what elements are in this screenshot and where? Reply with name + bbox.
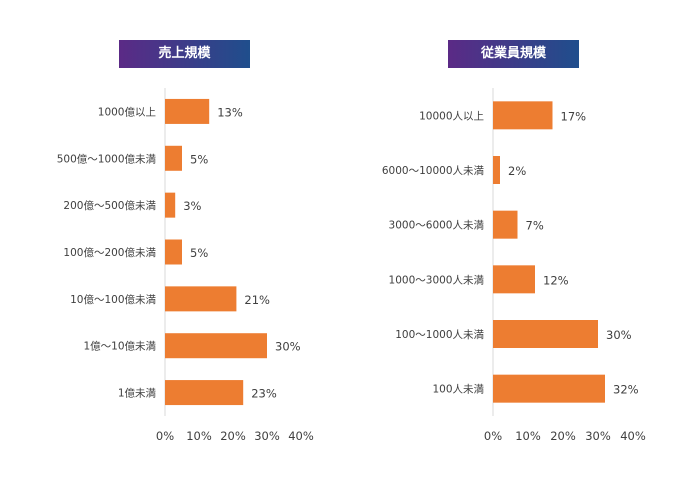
employees-value-label: 30% bbox=[606, 328, 632, 342]
sales-category-label: 100億～200億未満 bbox=[63, 246, 156, 259]
sales-x-tick-label: 0% bbox=[156, 429, 174, 443]
sales-category-label: 200億～500億未満 bbox=[63, 199, 156, 212]
employees-bar bbox=[493, 265, 535, 294]
sales-category-label: 500億～1000億未満 bbox=[57, 152, 157, 165]
employees-x-tick-label: 10% bbox=[515, 429, 541, 443]
employees-bar bbox=[493, 210, 518, 239]
employees-value-label: 7% bbox=[526, 219, 544, 233]
employees-bar bbox=[493, 156, 500, 184]
sales-bar bbox=[165, 380, 244, 406]
sales-category-label: 1億～10億未満 bbox=[83, 340, 156, 353]
employees-category-label: 10000人以上 bbox=[419, 110, 484, 122]
sales-bar bbox=[165, 145, 182, 171]
sales-x-tick-label: 10% bbox=[186, 429, 212, 443]
chart-title-sales-scale: 売上規模 bbox=[119, 40, 250, 68]
employees-x-tick-label: 40% bbox=[620, 429, 646, 443]
employees-category-label: 100～1000人未満 bbox=[395, 329, 484, 341]
employees-value-label: 32% bbox=[613, 383, 639, 397]
sales-x-tick-label: 20% bbox=[220, 429, 246, 443]
sales-value-label: 21% bbox=[244, 293, 270, 307]
sales-value-label: 5% bbox=[190, 246, 208, 260]
sales-bar bbox=[165, 286, 237, 312]
employees-category-label: 6000～10000人未満 bbox=[382, 165, 485, 177]
chart-title-employee-scale: 従業員規模 bbox=[448, 40, 579, 68]
employees-category-label: 1000～3000人未満 bbox=[389, 274, 485, 286]
employees-bar bbox=[493, 320, 598, 348]
sales-category-label: 1000億以上 bbox=[98, 105, 156, 118]
sales-value-label: 30% bbox=[275, 340, 301, 354]
sales-category-label: 1億未満 bbox=[118, 387, 157, 400]
sales-x-tick-label: 30% bbox=[254, 429, 280, 443]
employees-x-tick-label: 30% bbox=[585, 429, 611, 443]
employees-x-tick-label: 0% bbox=[484, 429, 502, 443]
sales-x-tick-label: 40% bbox=[288, 429, 314, 443]
employees-bar bbox=[493, 374, 605, 403]
employees-value-label: 12% bbox=[543, 273, 569, 287]
sales-value-label: 3% bbox=[183, 199, 201, 213]
employees-value-label: 2% bbox=[508, 164, 526, 178]
sales-value-label: 13% bbox=[217, 105, 243, 119]
employees-x-tick-label: 20% bbox=[550, 429, 576, 443]
sales-bar bbox=[165, 98, 210, 124]
sales-bar bbox=[165, 239, 182, 265]
sales-category-label: 10億～100億未満 bbox=[70, 293, 156, 306]
sales-value-label: 5% bbox=[190, 152, 208, 166]
sales-bar bbox=[165, 333, 267, 359]
sales-value-label: 23% bbox=[251, 387, 277, 401]
employees-category-label: 3000～6000人未満 bbox=[389, 220, 485, 232]
employees-value-label: 17% bbox=[561, 109, 587, 123]
sales-bar bbox=[165, 192, 176, 218]
employees-category-label: 100人未満 bbox=[432, 384, 484, 396]
employees-bar bbox=[493, 101, 553, 130]
